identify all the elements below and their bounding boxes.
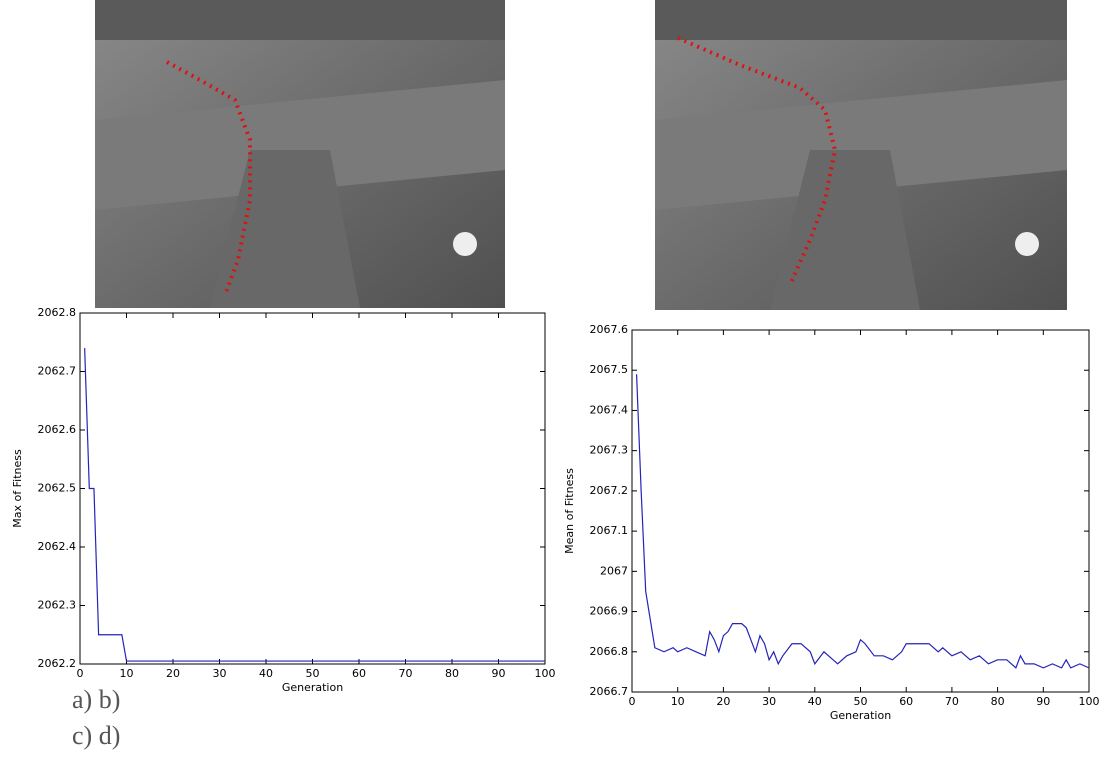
x-tick-label: 70: [945, 695, 959, 708]
y-tick-label: 2066.8: [590, 645, 629, 658]
y-tick-label: 2062.2: [38, 657, 77, 670]
x-tick-label: 90: [492, 667, 506, 680]
x-axis-label: Generation: [282, 681, 343, 694]
y-tick-label: 2062.6: [38, 423, 77, 436]
x-tick-label: 40: [259, 667, 273, 680]
x-tick-label: 80: [445, 667, 459, 680]
line: [84, 348, 545, 662]
x-tick-label: 50: [306, 667, 320, 680]
line: [635, 374, 1090, 669]
x-axis-label: Generation: [830, 709, 891, 722]
plot-area: [79, 312, 546, 665]
y-tick-label: 2062.5: [38, 482, 77, 495]
y-tick-label: 2067.5: [590, 363, 629, 376]
x-tick-label: 10: [671, 695, 685, 708]
x-tick-label: 70: [399, 667, 413, 680]
x-tick-label: 0: [629, 695, 636, 708]
caption: a) b): [72, 685, 120, 714]
y-axis-label: Mean of Fitness: [563, 468, 576, 554]
x-tick-label: 20: [166, 667, 180, 680]
x-tick-label: 90: [1036, 695, 1050, 708]
y-tick-label: 2067.4: [590, 403, 629, 416]
chart: 2062.2 2062.3 2062.4 2062.5 2062.6 2062.7 2062…: [11, 306, 556, 694]
y-tick-label: 2067.1: [590, 524, 629, 537]
x-tick-label: 0: [77, 667, 84, 680]
photo-b: [655, 0, 1067, 310]
caption: c) d): [72, 721, 120, 750]
x-tick-label: 10: [120, 667, 134, 680]
y-axis-label: Max of Fitness: [11, 449, 24, 528]
x-tick-label: 40: [808, 695, 822, 708]
y-tick-label: 2066.7: [590, 685, 629, 698]
y-tick-label: 2067.6: [590, 323, 629, 336]
x-tick-label: 60: [352, 667, 366, 680]
x-tick-label: 30: [213, 667, 227, 680]
x-tick-label: 60: [899, 695, 913, 708]
y-tick-label: 2062.7: [38, 365, 77, 378]
photo-a: [95, 0, 505, 308]
y-tick-label: 2067.2: [590, 484, 629, 497]
y-tick-label: 2066.9: [590, 605, 629, 618]
y-tick-label: 2062.4: [38, 540, 77, 553]
chart: 2066.7 2066.8 2066.9 2067 2067.1 2067.2 2067.3…: [563, 323, 1100, 722]
x-tick-label: 100: [535, 667, 556, 680]
plot-area: [631, 329, 1090, 693]
x-tick-label: 50: [854, 695, 868, 708]
y-tick-label: 2067.3: [590, 444, 629, 457]
x-tick-label: 20: [716, 695, 730, 708]
y-tick-label: 2062.3: [38, 599, 77, 612]
x-tick-label: 30: [762, 695, 776, 708]
x-tick-label: 80: [991, 695, 1005, 708]
y-tick-label: 2067: [600, 564, 628, 577]
y-tick-label: 2062.8: [38, 306, 77, 319]
x-tick-label: 100: [1079, 695, 1100, 708]
